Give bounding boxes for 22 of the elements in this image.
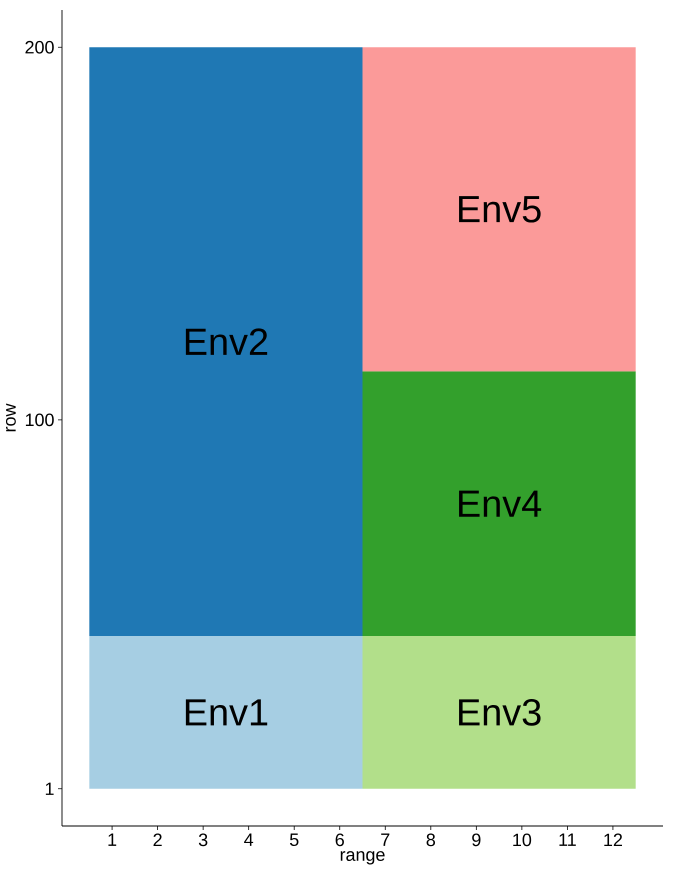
x-tick-label: 4 [244, 834, 254, 846]
x-tick-label: 7 [381, 834, 390, 846]
y-axis-title: row [6, 404, 16, 432]
x-tick-label: 8 [426, 834, 436, 846]
series-label: Env4 [459, 490, 542, 517]
y-tick-label: 100 [26, 414, 54, 426]
x-tick-label: 2 [154, 834, 162, 846]
x-tick-label: 12 [604, 834, 622, 846]
series-label: Env5 [459, 196, 541, 223]
x-tick-label: 5 [290, 834, 298, 846]
x-tick-label: 6 [336, 834, 344, 846]
x-tick-label: 11 [559, 834, 576, 846]
series-label: Env1 [186, 699, 268, 726]
y-tick-label: 200 [25, 40, 54, 54]
x-axis-title: range [340, 851, 385, 865]
y-tick-label: 1 [46, 782, 54, 795]
series-label: Env2 [186, 328, 268, 355]
x-tick-label: 9 [472, 834, 480, 846]
series-label: Env3 [459, 698, 541, 726]
x-tick-label: 1 [108, 834, 116, 846]
x-tick-label: 3 [198, 834, 208, 846]
x-tick-label: 10 [513, 834, 532, 846]
